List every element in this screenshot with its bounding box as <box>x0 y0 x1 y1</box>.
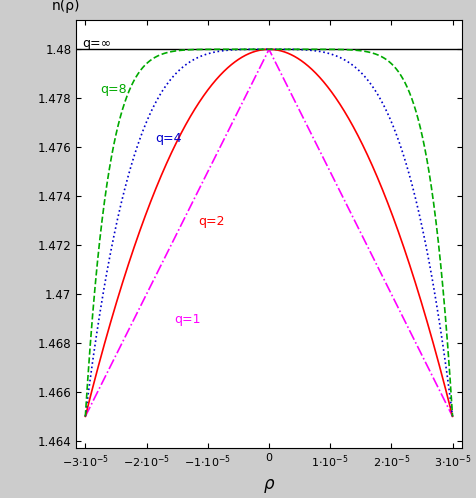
Text: q=∞: q=∞ <box>82 37 111 50</box>
Text: q=2: q=2 <box>198 216 225 229</box>
Text: q=1: q=1 <box>174 313 200 326</box>
Text: q=8: q=8 <box>100 83 127 96</box>
Text: q=4: q=4 <box>156 132 182 145</box>
X-axis label: ρ: ρ <box>264 475 274 493</box>
Text: n(ρ): n(ρ) <box>52 0 80 12</box>
